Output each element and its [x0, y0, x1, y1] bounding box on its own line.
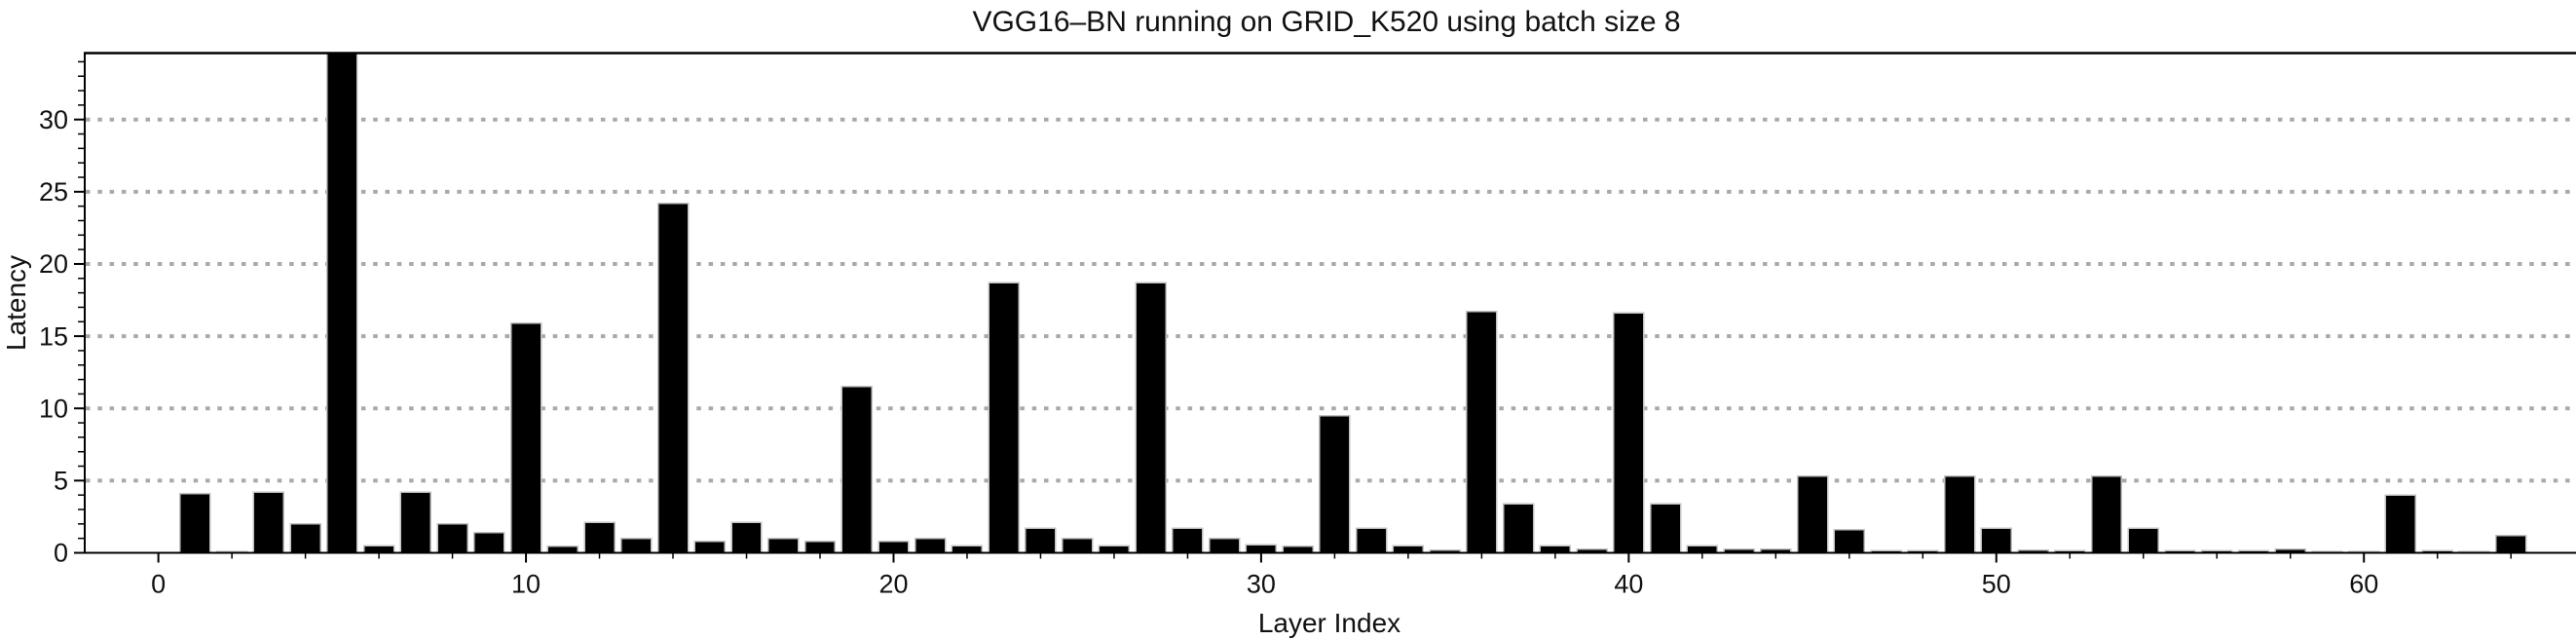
bar [1208, 537, 1241, 554]
bar [2090, 475, 2123, 554]
bar [803, 540, 837, 554]
y-tick-label: 25 [39, 177, 68, 207]
x-tick-label: 60 [2349, 570, 2378, 599]
bar [988, 282, 1020, 554]
bar [2384, 494, 2417, 554]
x-axis-label: Layer Index [1258, 608, 1400, 638]
bar [1613, 312, 1645, 554]
bar [877, 540, 910, 554]
bar [1392, 545, 1425, 554]
y-tick-label: 5 [54, 467, 68, 496]
chart-title: VGG16–BN running on GRID_K520 using batc… [972, 6, 1680, 38]
bar [951, 545, 984, 554]
x-tick-label: 50 [1982, 570, 2011, 599]
x-tick-label: 40 [1614, 570, 1643, 599]
x-tick-label: 10 [511, 570, 541, 599]
bar [1649, 503, 1682, 554]
bar [656, 202, 690, 554]
gridlines [86, 117, 2576, 483]
bar [1502, 503, 1535, 554]
axis-ticks [74, 60, 2512, 563]
bar [473, 531, 505, 554]
y-tick-label: 30 [39, 105, 68, 134]
bar [546, 546, 579, 554]
bar [289, 523, 321, 554]
bar [326, 52, 358, 554]
bar [1172, 527, 1204, 554]
bar [1355, 527, 1388, 554]
bar [1943, 475, 1976, 554]
bar [1686, 545, 1719, 554]
bar [2127, 527, 2159, 554]
y-tick-label: 20 [39, 249, 68, 279]
bar [730, 521, 763, 554]
bar [1796, 475, 1829, 554]
bar [1319, 414, 1351, 554]
bar [1025, 527, 1057, 554]
x-tick-label: 20 [878, 570, 908, 599]
bar [2494, 534, 2527, 554]
y-tick-label: 15 [39, 321, 68, 351]
bar [1135, 282, 1167, 554]
bar [1980, 527, 2013, 554]
bar [620, 537, 653, 554]
bar [436, 523, 468, 554]
bars [179, 52, 2527, 554]
bar [1833, 529, 1866, 554]
bar [915, 537, 947, 554]
bar [509, 322, 542, 554]
bar [399, 491, 432, 554]
bar [252, 491, 285, 554]
bar [583, 521, 616, 554]
bar [693, 540, 726, 554]
x-tick-label: 30 [1247, 570, 1276, 599]
bar [1282, 546, 1314, 554]
tick-labels: 0 5 10 15 20 25 30 0 10 20 30 40 50 60 [39, 105, 2378, 599]
bar [1539, 545, 1572, 554]
y-axis-label: Latency [1, 255, 31, 351]
bar [1245, 544, 1278, 554]
y-tick-label: 0 [54, 539, 68, 568]
bar [1098, 545, 1131, 554]
x-tick-label: 0 [151, 570, 166, 599]
bar [840, 386, 873, 554]
bar [1466, 311, 1498, 554]
y-tick-label: 10 [39, 394, 68, 423]
bar [362, 545, 395, 554]
axes-spines [84, 52, 2576, 554]
bar [179, 492, 211, 554]
bar [1061, 537, 1094, 554]
bar [767, 537, 800, 554]
